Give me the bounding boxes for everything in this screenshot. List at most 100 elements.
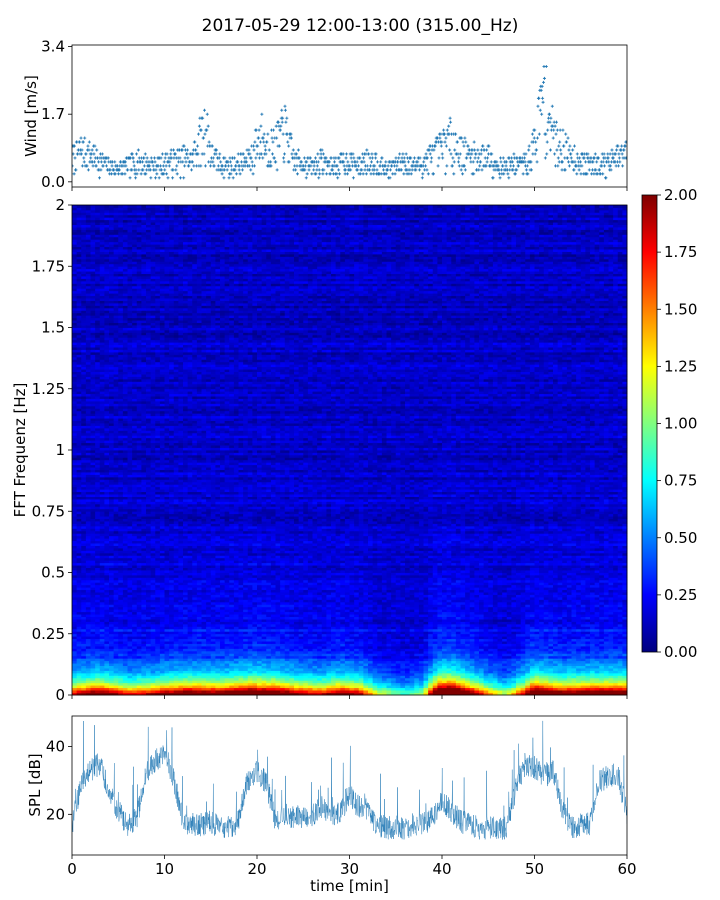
spectrogram-cell: [127, 675, 133, 679]
spectrogram-cell: [386, 653, 392, 657]
spectrogram-cell: [169, 665, 175, 669]
spectrogram-cell: [224, 633, 230, 637]
spectrogram-cell: [127, 682, 133, 686]
spectrogram-cell: [99, 677, 105, 681]
spectrogram-cell: [81, 687, 87, 691]
spectrogram-cell: [571, 668, 577, 671]
wind-point: [261, 156, 265, 160]
spectrogram-cell: [506, 677, 512, 681]
spectrogram-cell: [409, 626, 415, 630]
spectrogram-cell: [187, 616, 193, 620]
spectrogram-cell: [566, 643, 572, 647]
wind-point: [595, 160, 599, 164]
wind-point: [252, 148, 256, 152]
spectrogram-cell: [192, 655, 198, 659]
spectrogram-cell: [506, 626, 512, 630]
spectrogram-cell: [95, 687, 101, 691]
spectrogram-cell: [210, 668, 216, 671]
spectrogram-cell: [90, 636, 96, 640]
spectrogram-cell: [617, 680, 623, 684]
spectrogram-cell: [492, 660, 498, 664]
spectrogram-cell: [247, 628, 253, 632]
wind-point: [617, 156, 621, 160]
spectrogram-cell: [95, 690, 101, 693]
spectrogram-cell: [294, 670, 300, 674]
spectrogram-cell: [85, 623, 91, 627]
spectrogram-cell: [122, 646, 128, 649]
spectrogram-cell: [85, 670, 91, 674]
spectrogram-cell: [479, 628, 485, 632]
spectrogram-cell: [608, 621, 614, 625]
spectrogram-cell: [141, 646, 147, 649]
spectrogram-cell: [201, 665, 207, 669]
spectrogram-cell: [400, 621, 406, 625]
spectrogram-cell: [617, 663, 623, 666]
spectrogram-cell: [354, 648, 360, 652]
spectrogram-cell: [136, 660, 142, 664]
spectrogram-cell: [437, 663, 443, 666]
spectrogram-cell: [442, 687, 448, 691]
spectrogram-cell: [275, 685, 281, 689]
spectrogram-cell: [270, 660, 276, 664]
spectrogram-cell: [465, 646, 471, 649]
spectrogram-cell: [381, 675, 387, 679]
spectrogram-cell: [539, 626, 545, 630]
spectrogram-cell: [76, 675, 82, 679]
spectrogram-cell: [335, 650, 341, 654]
spectrogram-cell: [289, 631, 295, 635]
spectrogram-cell: [196, 643, 202, 647]
spectrogram-cell: [312, 665, 318, 669]
spectrogram-cell: [187, 687, 193, 691]
wind-point: [443, 140, 447, 144]
spectrogram-cell: [483, 690, 489, 693]
spectrogram-cell: [446, 626, 452, 630]
spectrogram-cell: [414, 680, 420, 684]
wind-point: [312, 168, 316, 172]
spectrogram-cell: [386, 682, 392, 686]
wind-point: [412, 156, 416, 160]
spectrogram-cell: [479, 677, 485, 681]
wind-point: [403, 160, 407, 164]
spectrogram-cell: [525, 670, 531, 674]
spectrogram-cell: [215, 668, 221, 671]
spectrogram-cell: [502, 643, 508, 647]
spectrogram-cell: [326, 633, 332, 637]
wind-point: [559, 152, 563, 156]
spectrogram-cell: [460, 672, 466, 676]
spectrogram-cell: [303, 636, 309, 640]
spectrogram-cell: [465, 638, 471, 642]
spectrogram-cell: [122, 653, 128, 657]
spectrogram-cell: [294, 663, 300, 666]
wind-point: [406, 160, 410, 164]
spectrogram-cell: [99, 690, 105, 693]
spectrogram-cell: [298, 623, 304, 627]
spectrogram-cell: [289, 621, 295, 625]
spectrogram-cell: [326, 655, 332, 659]
wind-point: [321, 152, 325, 156]
spectrogram-cell: [553, 619, 559, 622]
wind-point: [510, 156, 514, 160]
spectrogram-cell: [511, 631, 517, 635]
wind-point: [607, 160, 611, 164]
spectrogram-cell: [340, 619, 346, 622]
spectrogram-cell: [132, 641, 138, 644]
spectrogram-cell: [455, 680, 461, 684]
spectrogram-cell: [529, 655, 535, 659]
spectrogram-cell: [603, 648, 609, 652]
wind-point: [183, 156, 187, 160]
spectrogram-cell: [548, 621, 554, 625]
spectrogram-cell: [187, 670, 193, 674]
wind-point: [552, 128, 556, 132]
spectrogram-cell: [423, 675, 429, 679]
spectrogram-cell: [590, 626, 596, 630]
spectrogram-cell: [210, 621, 216, 625]
spectrogram-cell: [492, 675, 498, 679]
spectrogram-cell: [284, 655, 290, 659]
spectrogram-cell: [451, 687, 457, 691]
spectrogram-cell: [178, 623, 184, 627]
spectrogram-cell: [201, 680, 207, 684]
wind-point: [485, 160, 489, 164]
spectrogram-cell: [553, 648, 559, 652]
spectrogram-cell: [368, 641, 374, 644]
spectrogram-cell: [548, 653, 554, 657]
